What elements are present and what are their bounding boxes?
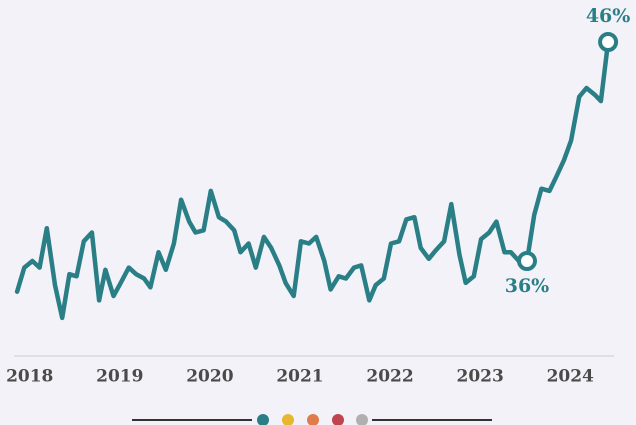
x-tick-label: 2020 [186,367,233,387]
pager-dot[interactable] [307,414,319,425]
x-tick-label: 2024 [547,367,594,387]
pager-dot[interactable] [257,414,269,425]
value-label: 36% [505,275,550,297]
pager-dot[interactable] [356,414,368,425]
value-label: 46% [586,5,631,27]
x-tick-label: 2018 [6,367,53,387]
x-tick-label: 2019 [96,367,143,387]
x-tick-label: 2021 [276,367,323,387]
x-tick-label: 2022 [366,367,413,387]
pager-dot[interactable] [332,414,344,425]
point-marker [516,251,537,271]
pager [132,414,492,425]
pager-dot[interactable] [282,414,294,425]
point-marker [598,32,619,52]
x-tick-label: 2023 [456,367,503,387]
line [14,39,611,321]
